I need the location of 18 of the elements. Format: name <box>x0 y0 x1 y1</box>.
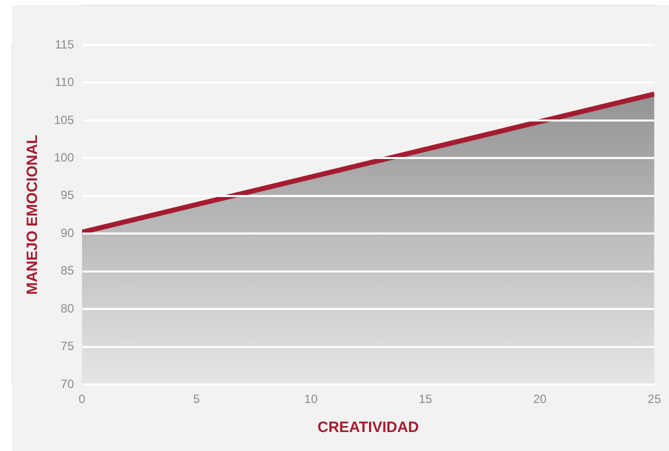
y-axis-title: MANEJO EMOCIONAL <box>24 134 42 295</box>
y-tick-label: 105 <box>54 112 74 127</box>
y-tick-label: 115 <box>54 37 74 52</box>
x-axis-title: CREATIVIDAD <box>317 419 420 436</box>
y-tick-label: 95 <box>60 188 74 202</box>
y-tick-label: 80 <box>60 301 74 316</box>
x-tick-label: 10 <box>304 392 318 406</box>
x-tick-label: 5 <box>193 392 200 406</box>
y-tick-label: 85 <box>60 264 74 278</box>
y-tick-label: 70 <box>60 376 74 391</box>
y-tick-label: 110 <box>54 75 74 90</box>
y-tick-label: 100 <box>54 150 74 165</box>
y-tick-label: 90 <box>60 226 74 240</box>
x-tick-label: 0 <box>78 392 86 406</box>
x-tick-label: 25 <box>648 392 662 406</box>
x-tick-label: 15 <box>418 392 432 406</box>
y-tick-label: 75 <box>60 339 74 354</box>
x-tick-label: 20 <box>533 392 547 406</box>
